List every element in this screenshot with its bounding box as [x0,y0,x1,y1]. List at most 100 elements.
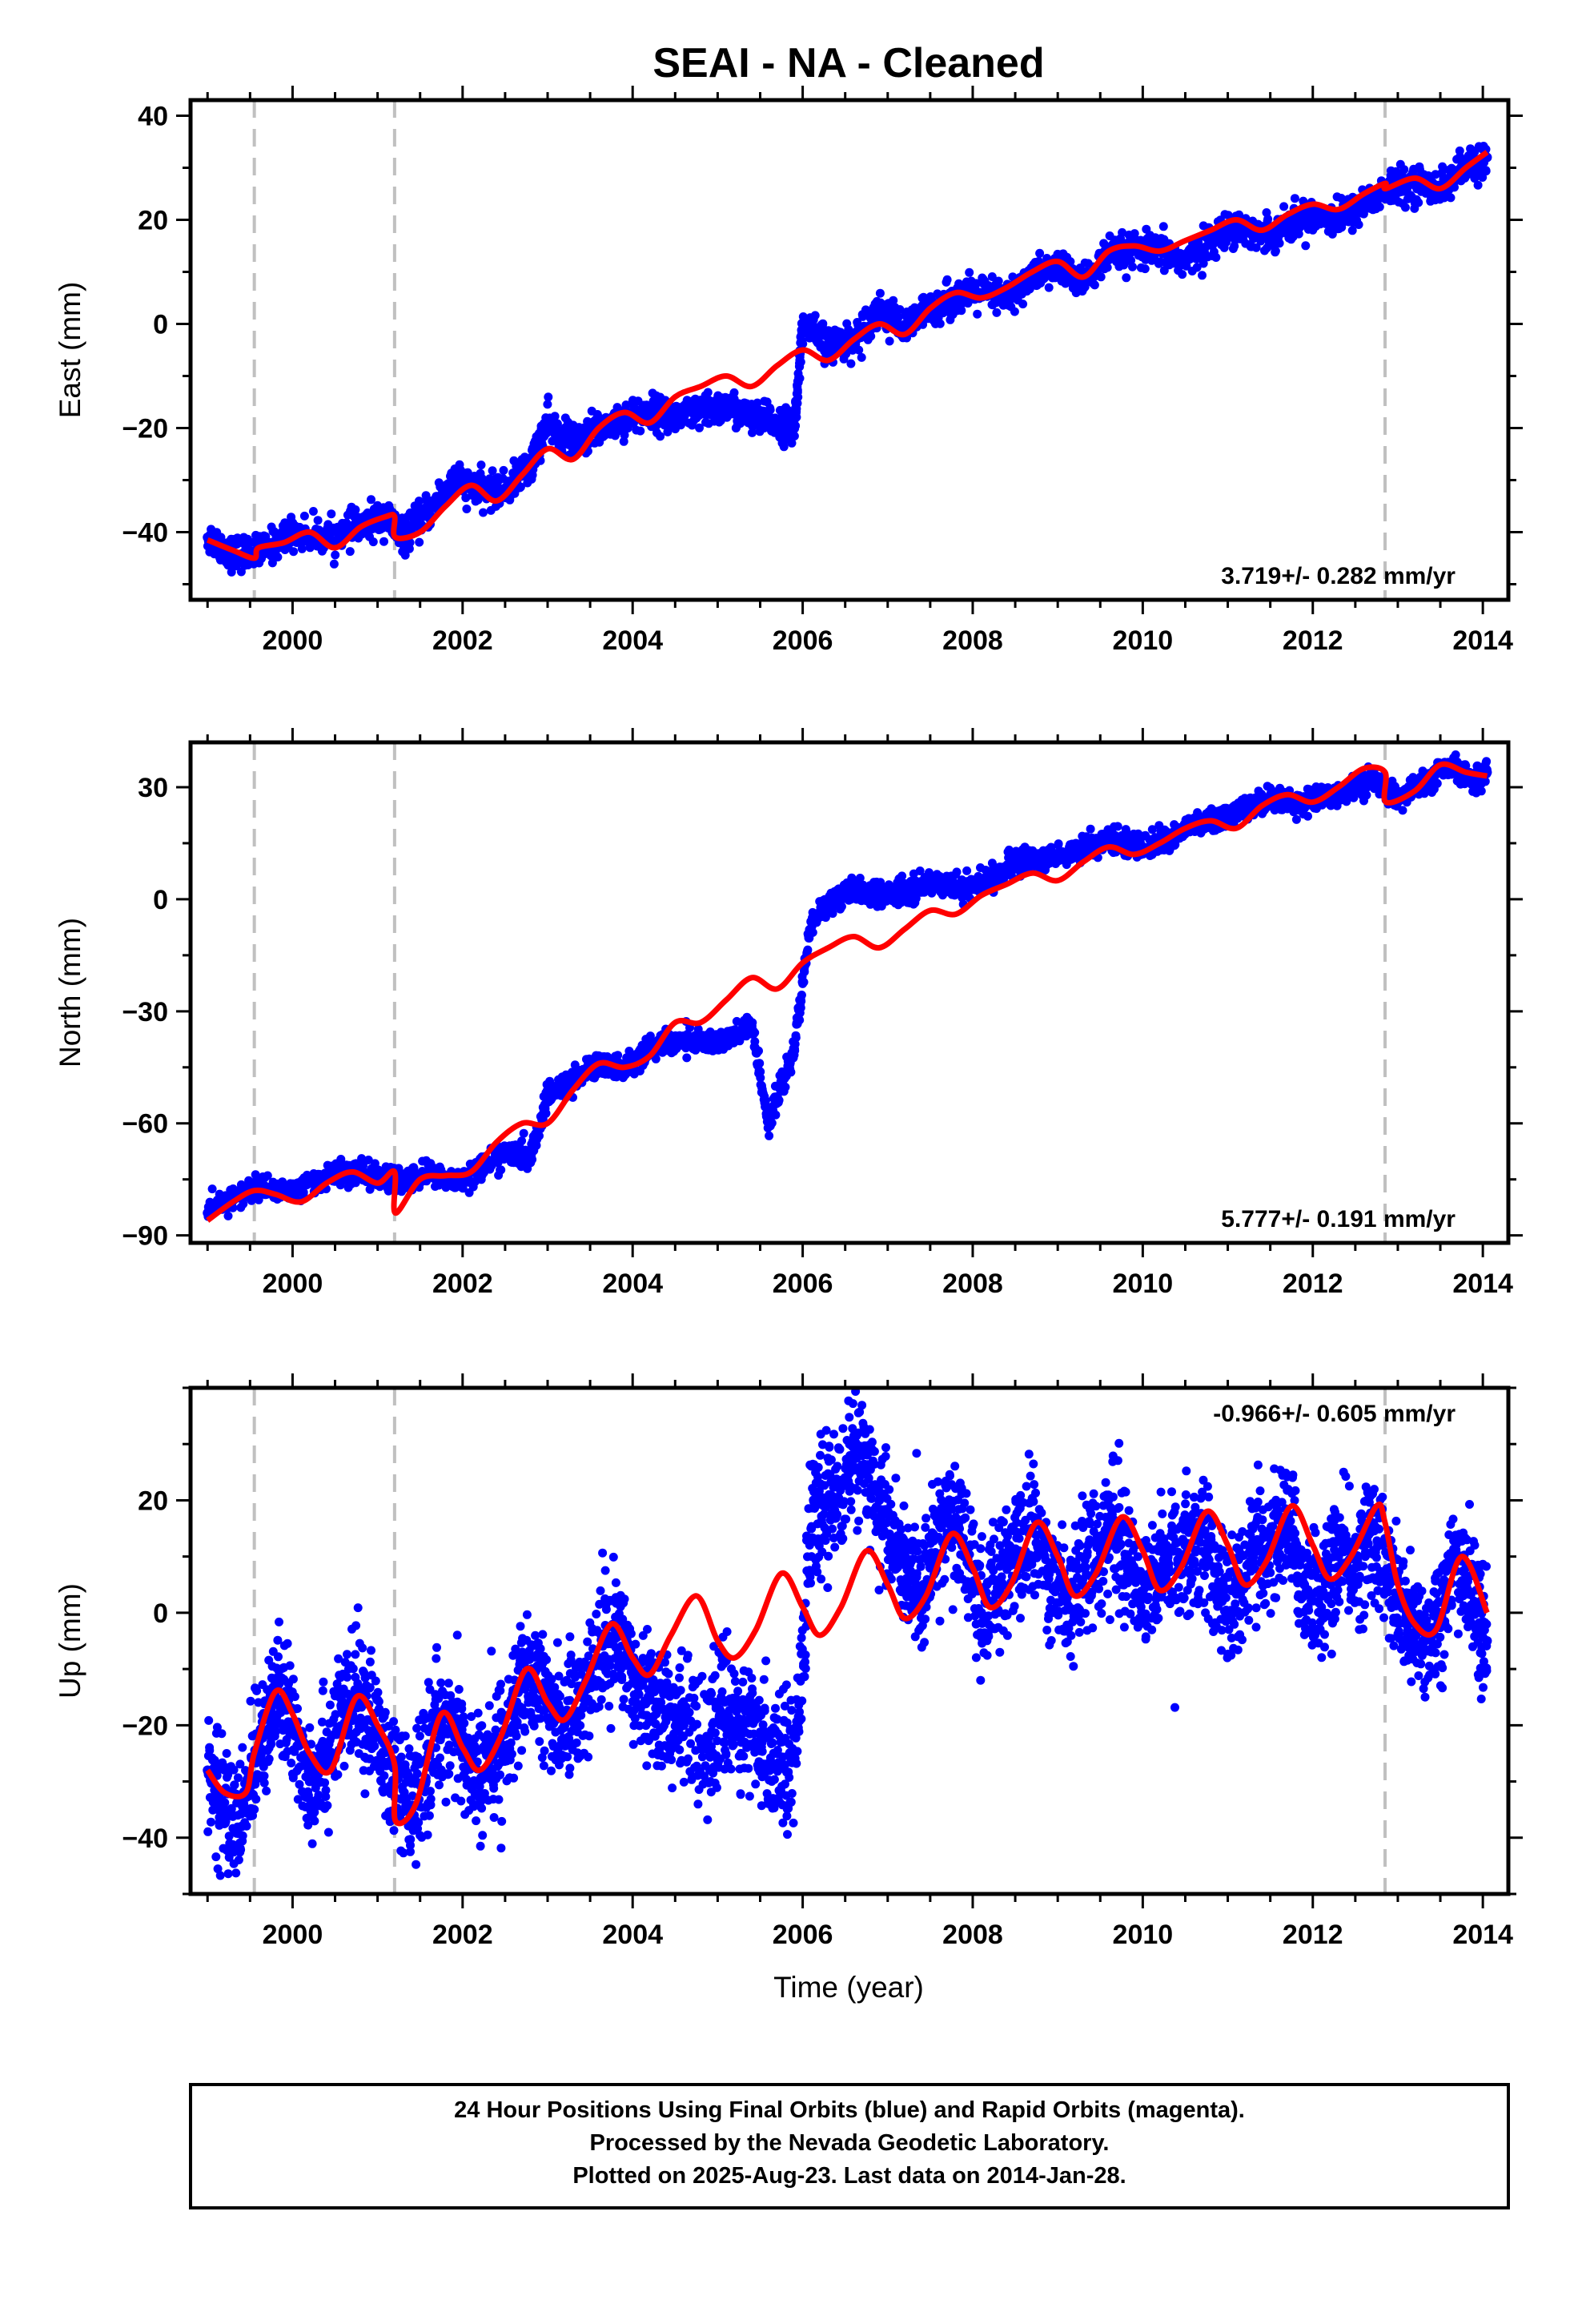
east-data-point [1450,183,1459,192]
east-data-point [818,319,828,328]
east-frame [188,98,1511,602]
east-data-point [351,505,360,514]
east-y-axis-label: East (mm) [54,282,86,419]
north-data-point [545,1076,555,1086]
east-data-point [1400,203,1410,212]
east-data-point [1271,246,1280,255]
north-data-point [756,1067,765,1076]
east-data-point [227,567,236,577]
east-y-tick-label: 0 [153,310,168,340]
north-data-point [263,1171,272,1180]
north-data-point [496,1165,506,1175]
east-data-point [327,509,336,519]
east-data-point [695,423,704,432]
north-data-point [517,1136,527,1146]
east-x-tick-label: 2012 [1283,625,1343,656]
north-data-point [808,927,817,937]
east-data-point [729,388,739,397]
north-data-point [755,1059,765,1068]
east-data-point [1122,273,1131,283]
north-data-point [351,1178,360,1188]
east-panel: 2000 2002 2004 2006 2008 2010 2012 2014−40−2002… [54,86,1523,656]
east-data-point [1102,263,1112,272]
east-y-tick-label: −20 [122,414,168,444]
east-data-point [810,311,820,320]
east-data-point [267,558,277,568]
east-data-point [379,537,388,546]
north-data-point [911,894,921,903]
east-data-point [1178,270,1187,279]
north-data-point [795,1015,805,1025]
east-data-anchor-14 [568,439,578,448]
east-data-point [656,432,665,441]
east-data-anchor-9 [449,475,460,485]
east-data-point [994,276,1003,286]
east-data-anchor-20 [721,402,732,412]
east-data-point [1251,243,1261,252]
north-data-point [682,1053,692,1063]
east-data-point [476,460,486,470]
east-data-anchor-18 [670,412,681,423]
east-x-tick-label: 2004 [602,625,663,656]
east-data-point [854,345,864,355]
east-data-point [787,438,797,448]
north-data-point [754,1046,763,1055]
east-data-point [753,398,762,408]
north-data-point [1004,845,1014,854]
east-data-point [987,272,997,281]
north-data-point [651,1054,661,1063]
east-data-point [1481,167,1491,176]
east-data-point [893,312,903,322]
north-data-point [837,902,846,911]
east-data-point [1118,227,1127,237]
east-data-point [619,436,628,446]
east-data-anchor-43 [1282,220,1292,230]
east-data-point [1096,272,1106,282]
east-data-point [1414,198,1423,207]
east-data-point [1066,257,1075,267]
north-data-point [239,1199,248,1208]
east-data-point [866,332,876,341]
east-data-point [1128,262,1137,271]
east-data-point [1158,222,1168,231]
east-data-point [543,400,552,409]
east-data-anchor-23 [789,423,799,433]
east-x-tick-label: 2002 [432,625,493,656]
east-data-point [1279,202,1289,211]
east-data-point [308,507,318,516]
east-data-point [1438,162,1447,171]
east-x-tick-label: 2010 [1113,625,1174,656]
east-data-point [499,465,508,475]
north-data-point [1113,822,1122,831]
east-data-point [1035,248,1045,258]
north-data-point [799,977,809,987]
east-data-point [368,537,378,547]
east-data-point [875,288,885,298]
north-data-point [761,1096,770,1105]
east-data-point [367,495,375,505]
east-data-point [703,388,713,397]
east-data-point [1354,220,1363,229]
east-data-point [935,319,945,328]
east-data-point [1010,307,1019,316]
east-data-point [973,309,982,319]
east-data-anchor-40 [1206,235,1216,246]
east-data-anchor-42 [1257,231,1267,240]
east-data-point [889,296,898,305]
east-data-point [992,308,1002,317]
east-data-point [636,426,645,436]
east-data-point [542,428,552,438]
east-data-anchor-44 [1307,210,1318,219]
north-plot-area [203,742,1492,1243]
north-data-point [541,1108,551,1118]
north-data-point [365,1184,375,1194]
east-data-point [795,373,805,383]
east-data-point [299,511,309,521]
east-data-point [331,550,340,560]
east-data-anchor-32 [1002,293,1012,303]
east-data-anchor-46 [1359,199,1369,209]
east-data-point [1211,253,1221,262]
east-data-point [798,339,808,348]
east-data-point [548,436,557,446]
east-data-point [1473,180,1483,190]
